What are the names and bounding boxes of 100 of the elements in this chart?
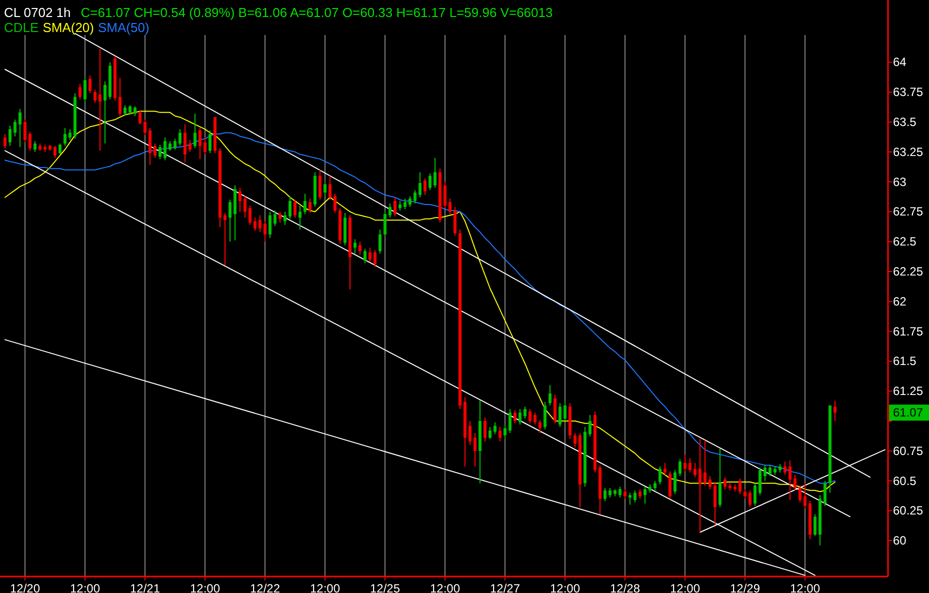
candlestick (198, 127, 202, 160)
y-tick-label: 62 (893, 294, 907, 308)
candlestick (468, 420, 472, 446)
candlestick (24, 119, 26, 143)
y-tick-label: 61.75 (893, 324, 924, 338)
candlestick (288, 196, 292, 220)
y-tick-label: 62.5 (893, 234, 917, 249)
candlestick (158, 144, 162, 160)
candlestick (484, 416, 486, 442)
candlestick (154, 143, 156, 158)
candlestick (138, 110, 142, 125)
candlestick (104, 80, 106, 144)
candlestick (684, 454, 686, 472)
y-tick-label: 62.75 (893, 204, 924, 219)
candlestick (178, 128, 182, 146)
candlestick (668, 470, 672, 500)
candlestick (144, 119, 146, 136)
candlestick (308, 198, 312, 214)
candlestick (704, 440, 706, 486)
candlestick (784, 461, 786, 476)
candlestick (318, 169, 322, 200)
candlestick (204, 137, 206, 155)
candlestick (118, 77, 122, 117)
chart-subtitle: C=61.07 CH=0.54 (0.89%) B=61.06 A=61.07 O=60.33 H=61.17 L=59.96 V=66013 (80, 4, 553, 20)
candlestick (58, 143, 62, 155)
x-tick-label: 12/29 (730, 582, 760, 593)
candlestick (248, 205, 252, 226)
candlestick (274, 210, 276, 227)
y-tick-label: 60.75 (893, 444, 924, 458)
y-tick-label: 60.5 (893, 474, 917, 488)
candlestick (238, 187, 242, 212)
candlestick (674, 470, 676, 494)
candlestick (624, 488, 626, 500)
candlestick (758, 467, 762, 496)
candlestick (644, 486, 646, 504)
candlestick (328, 175, 332, 200)
candlestick (634, 490, 636, 503)
candlestick (574, 432, 576, 448)
x-tick-label: 12:00 (670, 582, 700, 593)
candlestick (538, 419, 542, 434)
candlestick (294, 199, 296, 218)
candlestick (414, 190, 416, 204)
x-tick-label: 12:00 (790, 582, 820, 593)
candlestick (78, 83, 82, 100)
candlestick (494, 422, 496, 435)
candlestick (604, 487, 606, 502)
candlestick (34, 140, 36, 152)
candlestick (714, 482, 716, 526)
candlestick (174, 138, 176, 150)
candlestick (654, 480, 656, 491)
candlestick (254, 217, 256, 232)
y-tick-label: 64 (893, 55, 907, 70)
candlestick (664, 462, 666, 476)
candlestick (768, 464, 772, 477)
candlestick (244, 196, 246, 218)
candlestick (324, 181, 326, 197)
candlestick (798, 485, 802, 503)
y-tick-label: 63.25 (893, 144, 924, 159)
candlestick (148, 127, 152, 166)
candlestick (224, 212, 226, 266)
candlestick (638, 488, 642, 500)
candlestick (444, 181, 446, 209)
candlestick (54, 145, 56, 158)
y-tick-label: 60 (893, 534, 907, 548)
x-tick-label: 12/20 (10, 582, 40, 593)
candlestick (754, 482, 756, 506)
candlestick (284, 211, 286, 226)
candlestick (388, 202, 392, 218)
candlestick (18, 108, 22, 148)
text: SMA(20) (42, 20, 94, 34)
candlestick (448, 198, 452, 215)
candlestick (428, 172, 432, 191)
candlestick (814, 514, 816, 536)
candlestick (564, 401, 566, 422)
candlestick (354, 238, 356, 254)
y-tick-label: 63 (893, 174, 907, 189)
candlestick (28, 131, 32, 152)
y-tick-label: 61.25 (893, 384, 924, 398)
candlestick (688, 458, 692, 473)
candlestick (498, 426, 502, 442)
candlestick (68, 128, 72, 140)
candlestick (168, 140, 172, 152)
candlestick (14, 119, 16, 137)
candlestick (268, 211, 272, 239)
candlestick (658, 466, 662, 485)
candlestick (544, 401, 546, 430)
x-tick-label: 12:00 (70, 582, 100, 593)
candlestick (534, 412, 536, 426)
x-tick-label: 12/21 (130, 582, 160, 593)
y-tick-label: 63.75 (893, 85, 924, 100)
x-tick-label: 12:00 (190, 582, 220, 593)
candlestick (98, 48, 102, 152)
candlestick (698, 438, 702, 533)
candlestick (524, 406, 526, 420)
candlestick (64, 127, 66, 146)
candlestick (404, 198, 406, 210)
x-tick-label: 12/22 (250, 582, 280, 593)
candlestick (228, 199, 232, 242)
candlestick (548, 384, 552, 406)
candlestick (188, 139, 192, 152)
